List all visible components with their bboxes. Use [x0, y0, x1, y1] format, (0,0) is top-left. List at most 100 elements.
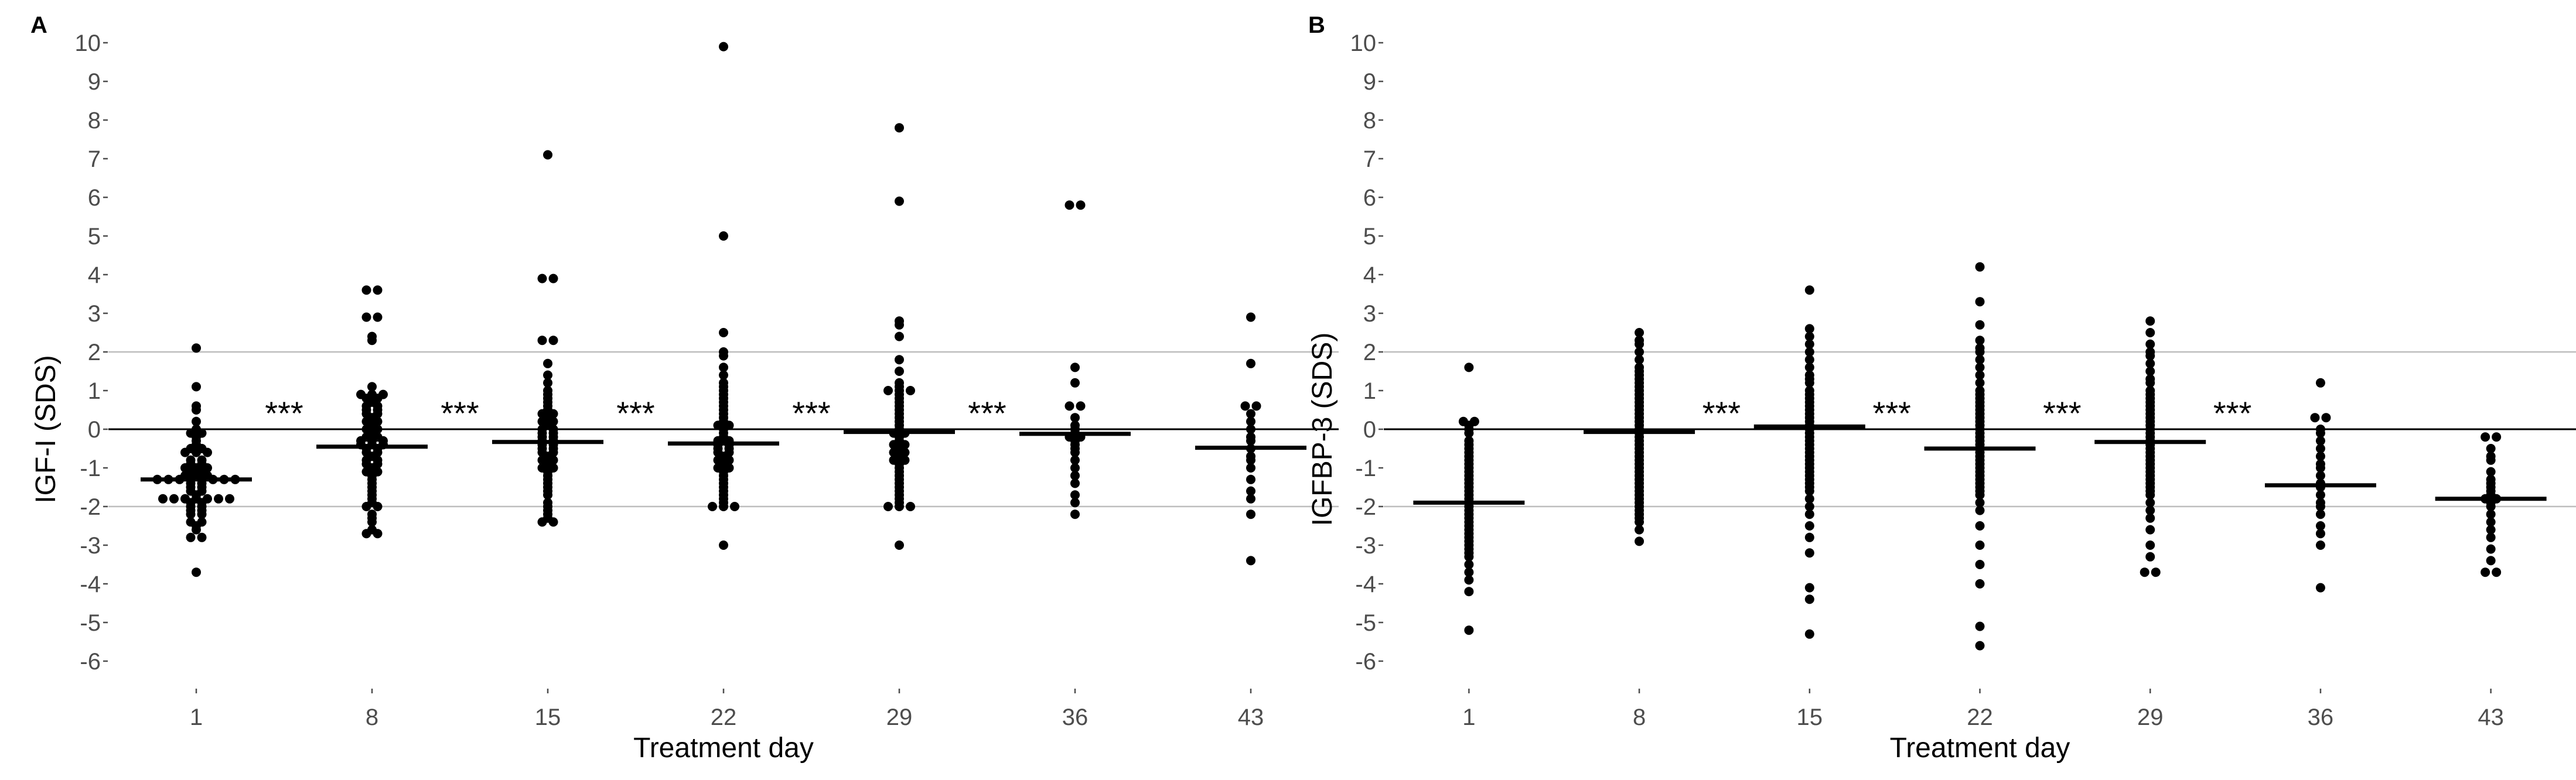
data-point: [895, 123, 904, 133]
data-point: [1246, 556, 1255, 566]
significance-marker: ***: [2213, 395, 2251, 432]
x-tick-label: 8: [1633, 704, 1646, 730]
data-point: [1804, 386, 1814, 395]
data-point: [543, 490, 552, 500]
data-point: [1246, 436, 1255, 446]
data-point: [2492, 432, 2502, 442]
data-point: [719, 502, 728, 511]
data-point: [1246, 474, 1255, 484]
data-point: [2145, 358, 2155, 368]
data-point: [1975, 343, 1985, 353]
data-point: [367, 382, 377, 392]
data-point: [2315, 521, 2325, 531]
data-point: [361, 285, 371, 295]
data-point: [2145, 525, 2155, 535]
data-point: [1070, 478, 1080, 488]
data-point: [373, 285, 383, 295]
data-point: [1975, 498, 1985, 508]
data-point: [2315, 451, 2325, 461]
data-point: [1804, 355, 1814, 365]
data-point: [2315, 428, 2325, 438]
data-point: [2486, 556, 2496, 566]
data-point: [1975, 621, 1985, 631]
data-point: [1070, 490, 1080, 500]
data-point: [883, 502, 893, 511]
x-tick-label: 29: [886, 704, 913, 730]
y-axis-label: IGF-I (SDS): [30, 355, 62, 503]
data-point: [1804, 486, 1814, 496]
y-tick-label: 10: [75, 30, 101, 56]
data-point: [1804, 532, 1814, 542]
data-point: [543, 150, 552, 160]
data-point: [2145, 552, 2155, 562]
data-point: [537, 336, 547, 345]
data-point: [1070, 471, 1080, 481]
data-point: [1246, 455, 1255, 465]
data-point: [1975, 297, 1985, 307]
panel-label: A: [30, 12, 47, 38]
data-point: [1975, 505, 1985, 515]
data-point: [895, 502, 904, 511]
data-point: [719, 328, 728, 337]
data-point: [192, 382, 201, 392]
data-point: [1464, 567, 1474, 577]
data-point: [1246, 416, 1255, 426]
data-point: [1070, 498, 1080, 508]
y-tick-label: -5: [1355, 610, 1376, 636]
x-tick-label: 15: [1797, 704, 1823, 730]
data-point: [548, 273, 558, 283]
y-tick-label: 5: [88, 224, 101, 249]
y-tick-label: -3: [80, 533, 101, 559]
data-point: [543, 358, 552, 368]
data-point: [192, 525, 201, 535]
data-point: [1070, 413, 1080, 423]
data-point: [186, 509, 196, 519]
data-point: [1064, 200, 1074, 210]
data-point: [2145, 316, 2155, 326]
data-point: [1804, 583, 1814, 593]
data-point: [373, 502, 383, 511]
panel-label: B: [1308, 12, 1325, 38]
data-point: [1975, 362, 1985, 372]
data-point: [361, 529, 371, 539]
data-point: [1804, 331, 1814, 341]
data-point: [361, 312, 371, 322]
data-point: [1070, 447, 1080, 457]
y-tick-label: -5: [80, 610, 101, 636]
data-point: [1070, 509, 1080, 519]
data-point: [730, 502, 739, 511]
y-tick-label: -6: [80, 649, 101, 675]
data-point: [2321, 413, 2331, 423]
data-point: [719, 362, 728, 372]
data-point: [1804, 285, 1814, 295]
data-point: [356, 389, 366, 399]
data-point: [719, 347, 728, 357]
data-point: [1635, 517, 1644, 527]
data-point: [1975, 386, 1985, 395]
data-point: [895, 196, 904, 206]
data-point: [1246, 409, 1255, 419]
y-tick-label: 10: [1350, 30, 1377, 56]
data-point: [1070, 455, 1080, 465]
data-point: [1975, 370, 1985, 380]
data-point: [2315, 509, 2325, 519]
data-point: [543, 378, 552, 388]
data-point: [2315, 444, 2325, 453]
data-point: [1464, 560, 1474, 569]
data-point: [895, 316, 904, 326]
y-tick-label: -4: [80, 572, 101, 597]
data-point: [361, 502, 371, 511]
data-point: [1635, 362, 1644, 372]
data-point: [537, 517, 547, 527]
data-point: [2315, 529, 2325, 539]
significance-marker: ***: [616, 395, 654, 432]
data-point: [543, 370, 552, 380]
y-tick-label: 0: [88, 417, 101, 443]
data-point: [719, 370, 728, 380]
data-point: [1975, 641, 1985, 651]
data-point: [367, 389, 377, 399]
data-point: [169, 494, 179, 504]
significance-marker: ***: [792, 395, 830, 432]
